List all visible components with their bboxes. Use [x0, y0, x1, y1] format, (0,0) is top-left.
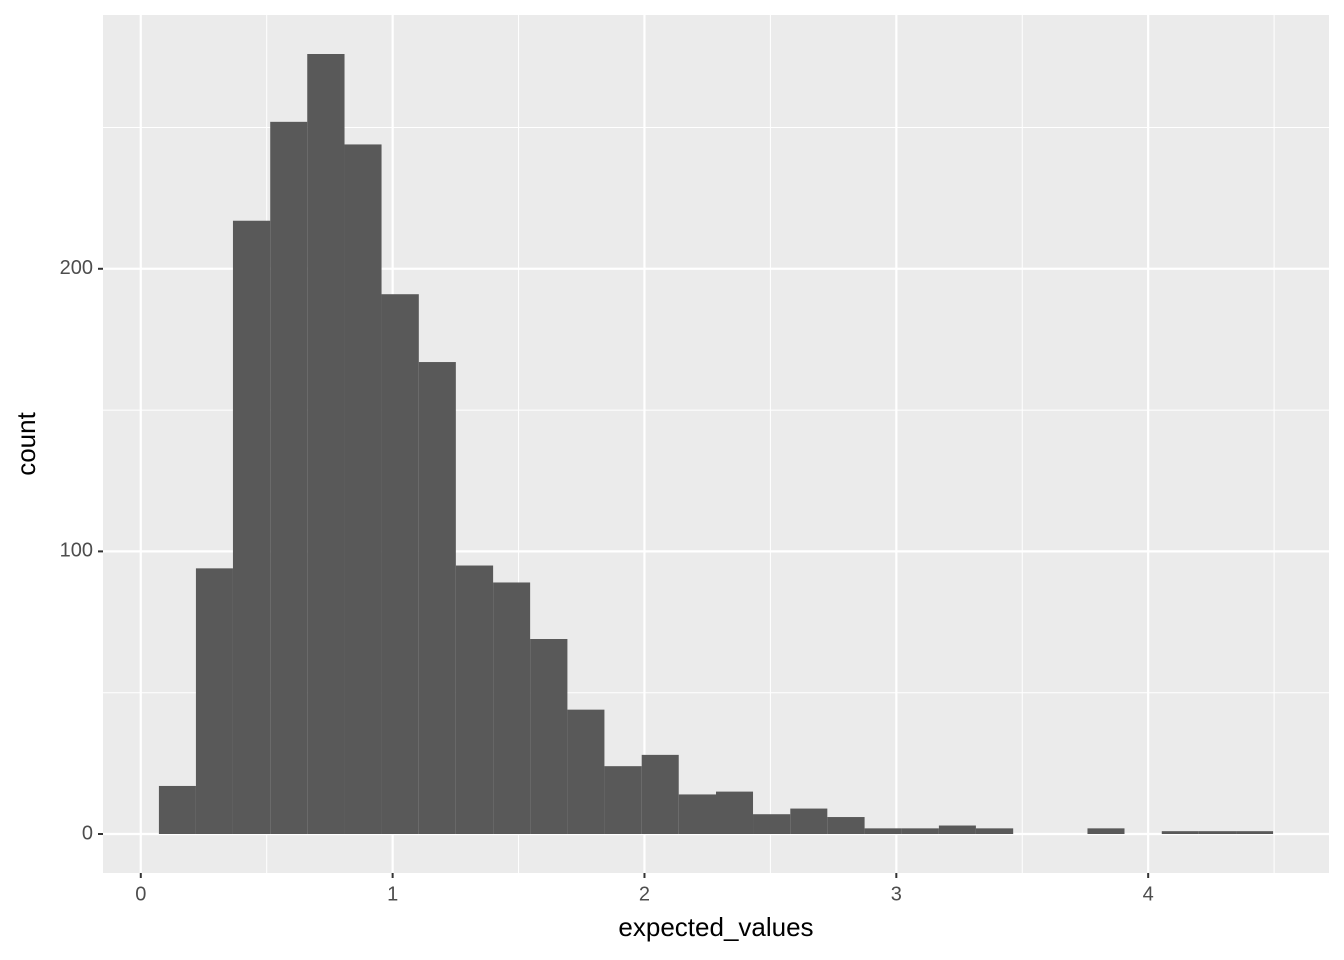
bar: [344, 144, 382, 834]
bar: [232, 220, 271, 834]
bar: [1161, 831, 1199, 834]
bar: [195, 568, 233, 834]
bar: [678, 794, 716, 834]
x-tick-label: 1: [387, 883, 398, 905]
bar: [493, 582, 531, 834]
bar: [307, 54, 345, 834]
bar: [938, 825, 976, 834]
bar: [455, 565, 494, 834]
bar: [790, 808, 828, 834]
bar: [753, 814, 791, 834]
bar: [1236, 831, 1274, 834]
bar: [975, 828, 1014, 834]
x-tick-label: 2: [639, 883, 650, 905]
bar: [604, 766, 642, 834]
bar: [1198, 831, 1237, 834]
bar: [158, 785, 196, 834]
bar: [530, 639, 568, 834]
y-tick-label: 200: [60, 257, 93, 279]
bar: [864, 828, 902, 834]
bar: [827, 817, 865, 834]
bar: [641, 754, 679, 834]
x-axis-title: expected_values: [618, 912, 813, 942]
x-tick-label: 0: [135, 883, 146, 905]
bar: [901, 828, 939, 834]
x-tick-label: 3: [891, 883, 902, 905]
bar: [418, 362, 456, 834]
bars: [158, 54, 1274, 834]
bar: [270, 121, 308, 834]
y-tick-label: 0: [82, 822, 93, 844]
bar: [567, 709, 605, 834]
bar: [1087, 828, 1125, 834]
bar: [716, 791, 754, 834]
y-axis-title: count: [11, 411, 41, 475]
x-tick-label: 4: [1143, 883, 1154, 905]
bar: [381, 294, 419, 834]
y-tick-label: 100: [60, 540, 93, 562]
